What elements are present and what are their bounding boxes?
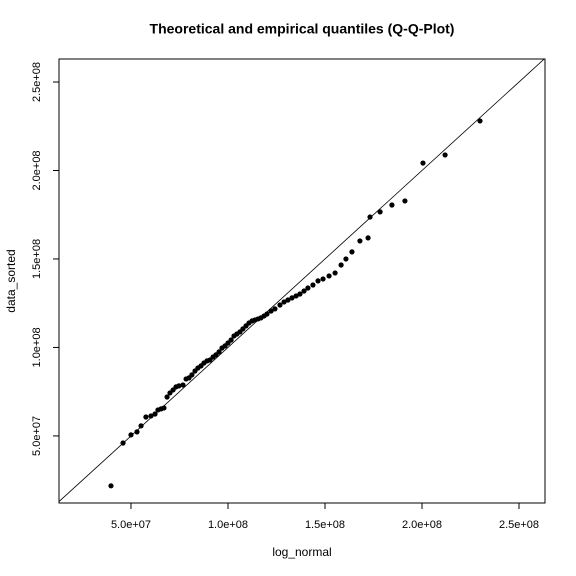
point xyxy=(365,235,371,241)
point xyxy=(297,291,303,297)
y-tick-label: 2.5e+08 xyxy=(31,62,43,102)
point xyxy=(277,302,283,308)
x-tick-label: 5.0e+07 xyxy=(111,519,151,531)
point xyxy=(272,306,278,312)
point xyxy=(349,249,355,255)
point xyxy=(320,276,326,282)
identity-line xyxy=(59,59,545,503)
point xyxy=(477,118,483,124)
point xyxy=(148,413,154,419)
point xyxy=(389,202,395,208)
point xyxy=(367,214,373,220)
point xyxy=(228,337,234,343)
point xyxy=(161,405,167,411)
point xyxy=(305,285,311,291)
point xyxy=(326,273,332,279)
point xyxy=(180,382,186,388)
point xyxy=(152,411,158,417)
y-tick-label: 5.0e+07 xyxy=(31,416,43,456)
point xyxy=(420,160,426,166)
point xyxy=(128,432,134,438)
point xyxy=(189,372,195,378)
chart-title: Theoretical and empirical quantiles (Q-Q… xyxy=(150,21,455,37)
point xyxy=(293,293,299,299)
point xyxy=(120,440,126,446)
x-tick-label: 2.5e+08 xyxy=(499,519,539,531)
point xyxy=(134,429,140,435)
point xyxy=(442,152,448,158)
point xyxy=(332,270,338,276)
y-axis-label: data_sorted xyxy=(4,249,18,312)
point xyxy=(301,288,307,294)
point xyxy=(289,295,295,301)
point xyxy=(216,349,222,355)
point xyxy=(310,282,316,288)
point xyxy=(281,299,287,305)
x-tick-label: 2.0e+08 xyxy=(402,519,442,531)
y-tick-label: 1.5e+08 xyxy=(31,239,43,279)
point xyxy=(143,414,149,420)
point xyxy=(343,256,349,262)
point xyxy=(108,483,114,489)
point xyxy=(285,297,291,303)
point xyxy=(268,308,274,314)
point xyxy=(338,262,344,268)
point xyxy=(402,198,408,204)
point xyxy=(377,209,383,215)
y-tick-label: 2.0e+08 xyxy=(31,150,43,190)
x-tick-label: 1.5e+08 xyxy=(305,519,345,531)
point xyxy=(138,423,144,429)
point xyxy=(176,383,182,389)
point xyxy=(315,278,321,284)
point xyxy=(164,394,170,400)
point xyxy=(357,238,363,244)
point xyxy=(264,311,270,317)
x-tick-label: 1.0e+08 xyxy=(208,519,248,531)
y-tick-label: 1.0e+08 xyxy=(31,327,43,367)
x-axis-label: log_normal xyxy=(272,545,331,559)
plot-frame xyxy=(58,58,546,504)
